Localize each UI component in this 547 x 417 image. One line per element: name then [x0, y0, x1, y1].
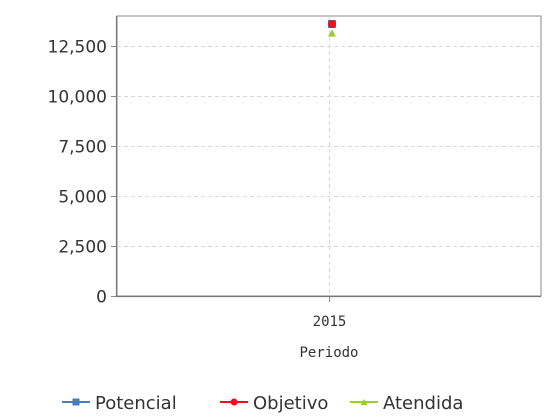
y-tick-label: 7,500 — [58, 138, 107, 158]
legend-marker — [230, 398, 238, 406]
y-tick-label: 10,000 — [48, 88, 107, 108]
data-point-atendida — [328, 29, 336, 37]
x-axis-title: Periodo — [299, 345, 358, 361]
legend-label: Objetivo — [253, 393, 328, 414]
grid-lines — [117, 16, 541, 296]
legend-item-objetivo: Objetivo — [220, 393, 328, 414]
legend-marker — [360, 398, 368, 406]
legend-item-potencial: Potencial — [62, 393, 177, 414]
y-tick-label: 5,000 — [58, 188, 107, 208]
data-point-objetivo — [328, 20, 336, 28]
legend-label: Atendida — [383, 393, 463, 414]
legend-label: Potencial — [95, 393, 177, 414]
y-tick-label: 12,500 — [48, 38, 107, 58]
y-tick-label: 2,500 — [58, 238, 107, 258]
y-tick-label: 0 — [96, 288, 107, 308]
x-tick-label: 2015 — [313, 314, 347, 330]
axes — [111, 16, 541, 302]
legend: Potencial Objetivo Atendida — [62, 393, 463, 414]
legend-item-atendida: Atendida — [350, 393, 463, 414]
series-markers — [328, 20, 336, 37]
tick-labels: 0 2,500 5,000 7,500 10,000 12,500 2015 — [48, 38, 347, 331]
legend-marker — [72, 398, 80, 406]
